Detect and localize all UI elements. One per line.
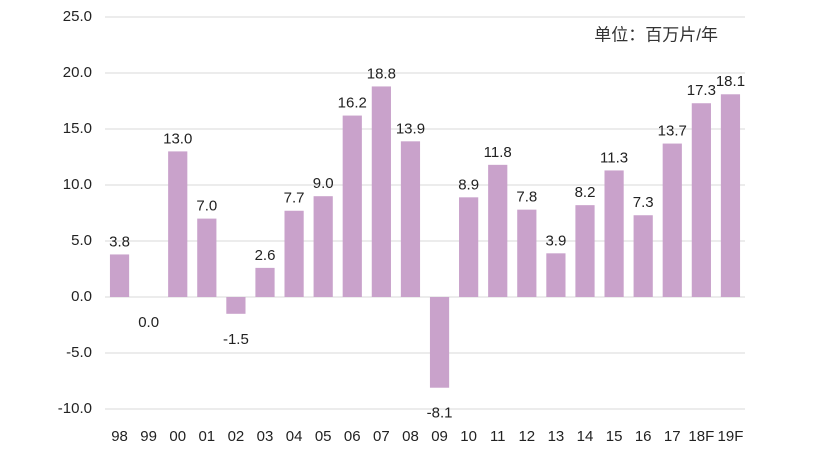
value-label: 17.3: [687, 82, 716, 99]
value-label: 9.0: [313, 175, 334, 192]
x-tick-label: 16: [635, 428, 652, 445]
x-tick-label: 05: [315, 428, 332, 445]
x-tick-label: 19F: [718, 428, 744, 445]
x-tick-label: 10: [460, 428, 477, 445]
bar: [517, 209, 537, 297]
bar: [633, 215, 653, 297]
value-label: 7.0: [196, 198, 217, 215]
bar: [459, 197, 479, 297]
bar: [604, 170, 624, 297]
bar: [255, 267, 275, 297]
y-tick-label: 20.0: [63, 64, 92, 81]
x-tick-label: 03: [257, 428, 274, 445]
y-tick-label: -10.0: [58, 400, 92, 417]
value-label: 7.3: [633, 194, 654, 211]
value-label: 8.2: [575, 184, 596, 201]
bar: [371, 86, 391, 297]
value-label: 2.6: [255, 247, 276, 264]
value-label: 7.8: [516, 189, 537, 206]
x-tick-label: 07: [373, 428, 390, 445]
y-tick-label: 25.0: [63, 8, 92, 25]
value-label: 18.1: [716, 73, 745, 90]
x-tick-label: 17: [664, 428, 681, 445]
y-tick-label: -5.0: [66, 344, 92, 361]
bar: [109, 254, 130, 297]
bar: [342, 115, 362, 297]
bar: [662, 143, 682, 297]
y-tick-label: 15.0: [63, 120, 92, 137]
value-label: 13.0: [163, 130, 192, 147]
bar: [168, 151, 188, 297]
unit-annotation: 单位：百万片/年: [594, 25, 718, 44]
x-tick-label: 01: [198, 428, 215, 445]
value-label: -8.1: [427, 405, 453, 422]
bar: [197, 218, 217, 297]
x-tick-label: 06: [344, 428, 361, 445]
x-tick-label: 18F: [688, 428, 714, 445]
x-tick-label: 15: [606, 428, 623, 445]
bar: [226, 297, 246, 314]
x-tick-label: 12: [518, 428, 535, 445]
bar: [400, 141, 421, 297]
x-tick-label: 08: [402, 428, 419, 445]
bar: [720, 94, 741, 297]
x-tick-label: 98: [111, 428, 128, 445]
value-label: 13.9: [396, 120, 425, 137]
y-tick-label: 5.0: [71, 232, 92, 249]
x-tick-label: 09: [431, 428, 448, 445]
value-label: 7.7: [284, 190, 305, 207]
x-tick-label: 13: [548, 428, 565, 445]
x-tick-label: 02: [228, 428, 245, 445]
bar: [429, 297, 450, 388]
bar: [691, 103, 711, 298]
value-label: 3.8: [109, 233, 130, 250]
bar: [546, 253, 566, 297]
x-tick-label: 14: [577, 428, 594, 445]
value-label: 13.7: [658, 123, 687, 140]
value-label: -1.5: [223, 331, 249, 348]
value-label: 0.0: [138, 314, 159, 331]
value-label: 11.8: [484, 144, 512, 161]
bar: [575, 205, 595, 297]
value-label: 16.2: [338, 95, 367, 112]
x-tick-label: 00: [169, 428, 186, 445]
value-label: 8.9: [458, 176, 479, 193]
y-tick-label: 0.0: [71, 288, 92, 305]
x-tick-label: 99: [140, 428, 157, 445]
bar: [313, 196, 333, 297]
bar: [284, 210, 304, 297]
x-tick-label: 11: [490, 428, 506, 445]
value-label: 3.9: [545, 232, 566, 249]
y-tick-label: 10.0: [63, 176, 92, 193]
bar: [488, 164, 508, 297]
value-label: 11.3: [600, 149, 628, 166]
value-label: 18.8: [367, 65, 396, 82]
x-tick-label: 04: [286, 428, 303, 445]
